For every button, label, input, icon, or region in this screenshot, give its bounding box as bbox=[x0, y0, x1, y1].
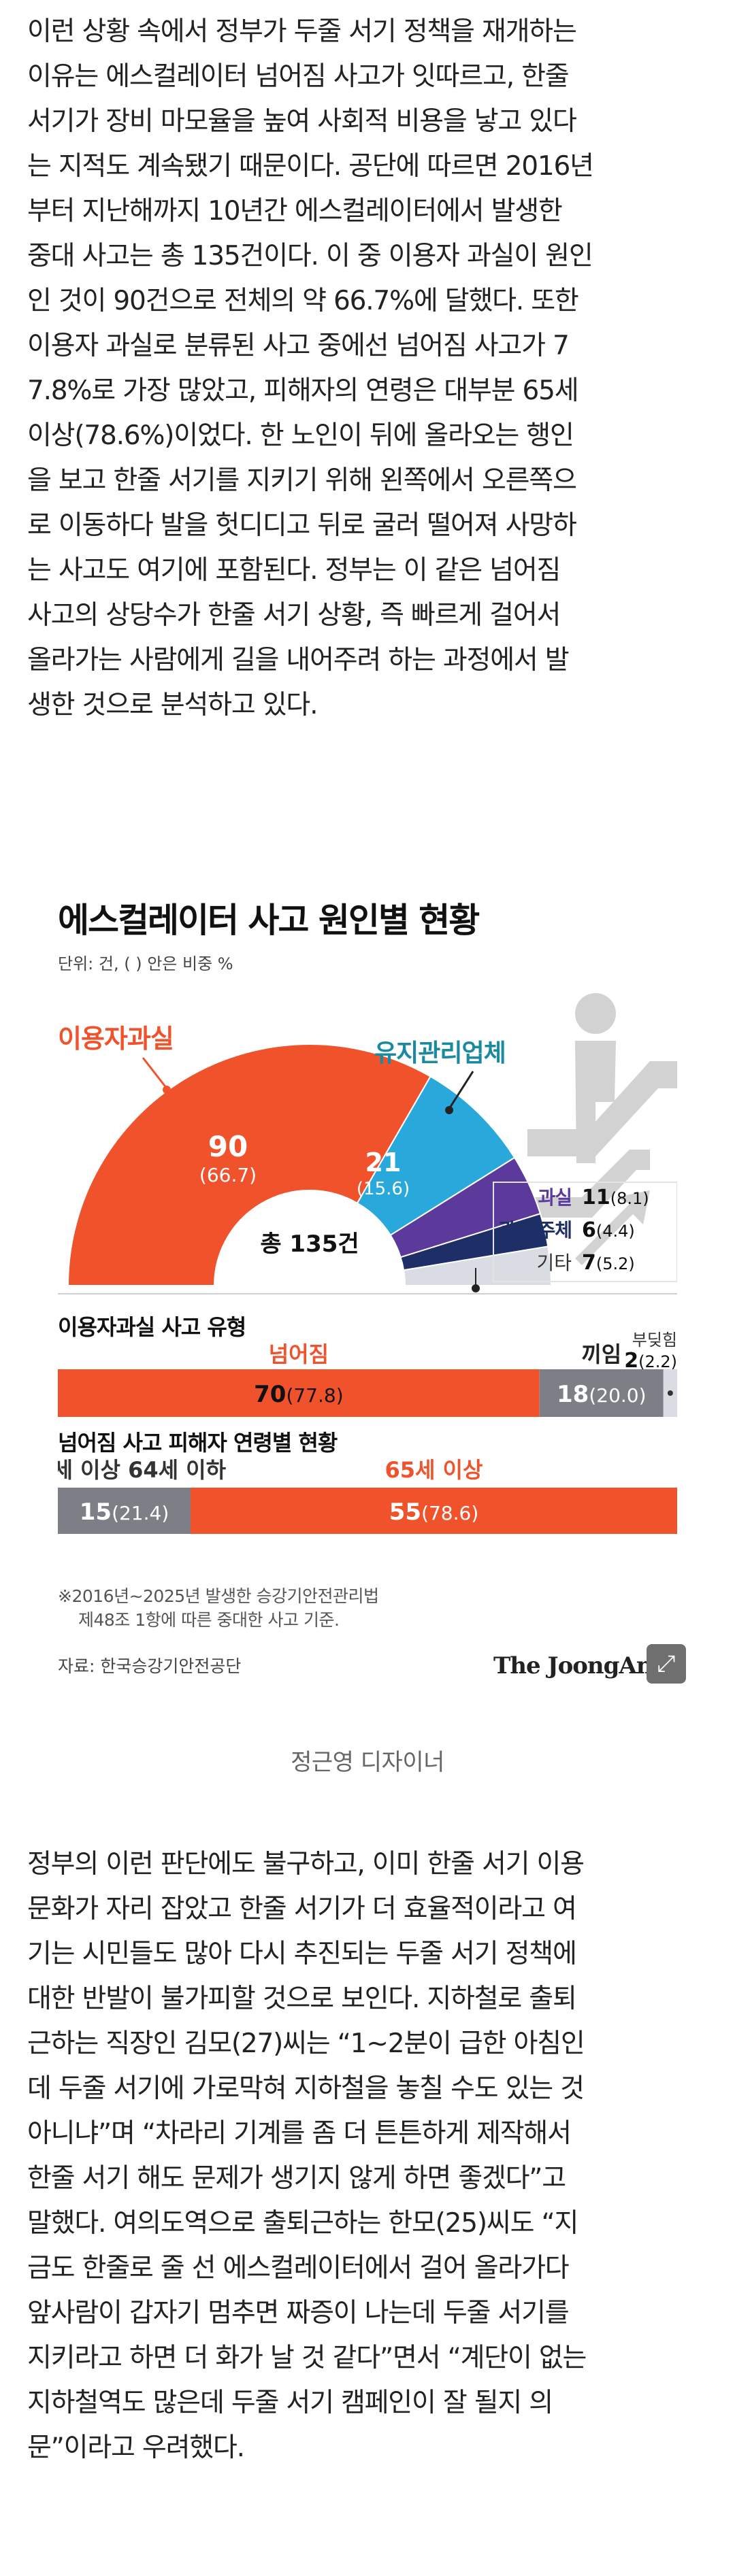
bar-dot-2 bbox=[667, 1390, 673, 1396]
legend-worker-value: 11(8.1) bbox=[582, 1186, 649, 1209]
text-line: 7.8%로 가장 많았고, 피해자의 연령은 대부분 65세 bbox=[27, 375, 579, 406]
text-line: 문화가 자리 잡았고 한줄 서기가 더 효율적이라고 여 bbox=[27, 1894, 577, 1924]
brand-logo: The JoongAng bbox=[493, 1652, 668, 1679]
text-line: 이런 상황 속에서 정부가 두줄 서기 정책을 재개하는 bbox=[27, 16, 577, 47]
image-caption: 정근영 디자이너 bbox=[291, 1749, 444, 1776]
text-line: 기는 시민들도 많아 다시 추진되는 두줄 서기 정책에 bbox=[27, 1939, 577, 1969]
infographic-title: 에스컬레이터 사고 원인별 현황 bbox=[58, 901, 479, 940]
infographic-svg: 에스컬레이터 사고 원인별 현황 단위: 건, ( ) 안은 비중 % 이용자과… bbox=[58, 901, 677, 1679]
text-line: 이유는 에스컬레이터 넘어짐 사고가 잇따르고, 한줄 bbox=[27, 61, 570, 92]
pie-leader-dot-2 bbox=[445, 1106, 453, 1114]
bar-segment-1 bbox=[539, 1369, 664, 1417]
text-line: 는 사고도 여기에 포함된다. 정부는 이 같은 넘어짐 bbox=[27, 555, 561, 586]
legend-other-name: 기타 bbox=[536, 1252, 572, 1274]
text-line: 서기가 장비 마모율을 높여 사회적 비용을 낳고 있다 bbox=[27, 106, 577, 137]
text-line: 데 두줄 서기에 가로막혀 지하철을 놓칠 수도 있는 것 bbox=[27, 2073, 585, 2104]
bar-segment-1 bbox=[191, 1488, 677, 1534]
bar-label-2: 부딪힘 bbox=[632, 1331, 677, 1350]
text-line: 로 이동하다 발을 헛디디고 뒤로 굴러 떨어져 사망하 bbox=[27, 510, 577, 541]
text-line: 을 보고 한줄 서기를 지키기 위해 왼쪽에서 오른쪽으 bbox=[27, 465, 577, 496]
bar-value-2: 2(2.2) bbox=[624, 1349, 677, 1373]
text-line: 올라가는 사람에게 길을 내어주려 하는 과정에서 발 bbox=[27, 645, 570, 675]
pie-slice-4 bbox=[402, 1245, 553, 1286]
expand-icon[interactable]: ⤢ bbox=[647, 1644, 686, 1684]
pie-label-maintenance: 유지관리업체 bbox=[374, 1039, 506, 1067]
pie-value-maintenance: 21 bbox=[365, 1148, 402, 1177]
bar-value-1: 55(78.6) bbox=[389, 1499, 479, 1526]
legend-box bbox=[493, 1182, 677, 1282]
legend-worker-name: 작업자 과실 bbox=[481, 1186, 572, 1209]
text-line: 금도 한줄로 줄 선 에스컬레이터에서 걸어 올라가다 bbox=[27, 2253, 570, 2284]
pie-leader-maintenance bbox=[448, 1071, 474, 1109]
escalator-icon bbox=[521, 993, 677, 1265]
footnote-line-2: 제48조 1항에 따른 중대한 사고 기준. bbox=[78, 1610, 339, 1630]
pie-label-user-fault: 이용자과실 bbox=[58, 1024, 174, 1054]
text-line: 생한 것으로 분석하고 있다. bbox=[27, 690, 318, 720]
text-line: 앞사람이 갑자기 멈추면 짜증이 나는데 두줄 서기를 bbox=[27, 2298, 570, 2328]
legend-other-value: 7(5.2) bbox=[582, 1251, 635, 1275]
legend-owner-name: 관리 주체 bbox=[498, 1219, 572, 1241]
pie-value-user-fault: 90 bbox=[208, 1130, 248, 1163]
footnote-line-1: ※2016년~2025년 발생한 승강기안전관리법 bbox=[58, 1586, 379, 1606]
section2-title: 넘어짐 사고 피해자 연령별 현황 bbox=[58, 1430, 338, 1456]
text-line: 대한 반발이 불가피할 것으로 보인다. 지하철로 출퇴 bbox=[27, 1984, 577, 2014]
text-line: 근하는 직장인 김모(27)씨는 “1~2분이 급한 아침인 bbox=[27, 2028, 585, 2059]
text-line: 인 것이 90건으로 전체의 약 66.7%에 달했다. 또한 bbox=[27, 286, 579, 316]
pie-leader-dot-1 bbox=[163, 1086, 171, 1094]
bar-label-0: 넘어짐 bbox=[269, 1341, 329, 1367]
text-line: 지하철역도 많은데 두줄 서기 캠페인이 잘 될지 의 bbox=[27, 2388, 553, 2418]
text-line: 문”이라고 우려했다. bbox=[27, 2432, 245, 2463]
text-line: 사고의 상당수가 한줄 서기 상황, 즉 빠르게 걸어서 bbox=[27, 600, 561, 631]
bar-label-0: 15세 이상 64세 이하 bbox=[58, 1457, 227, 1483]
legend-leader-dot bbox=[472, 1284, 480, 1292]
accident-cause-infographic: 에스컬레이터 사고 원인별 현황 단위: 건, ( ) 안은 비중 % 이용자과… bbox=[58, 877, 686, 1707]
source-credit: 자료: 한국승강기안전공단 bbox=[58, 1656, 241, 1676]
text-line: 아니냐”며 “차라리 기계를 좀 더 튼튼하게 제작해서 bbox=[27, 2118, 572, 2149]
legend-owner-value: 6(4.4) bbox=[582, 1218, 635, 1242]
bar-value-0: 70(77.8) bbox=[254, 1381, 344, 1408]
pie-slice-0 bbox=[67, 1043, 431, 1286]
pie-total: 총 135건 bbox=[260, 1231, 359, 1258]
pie-pct-maintenance: (15.6) bbox=[357, 1179, 410, 1199]
bar-label-1: 끼임 bbox=[581, 1341, 621, 1367]
text-line: 말했다. 여의도역으로 출퇴근하는 한모(25)씨도 “지 bbox=[27, 2208, 578, 2239]
pie-pct-user-fault: (66.7) bbox=[199, 1164, 257, 1186]
text-line: 부터 지난해까지 10년간 에스컬레이터에서 발생한 bbox=[27, 196, 563, 227]
pie-leader-user-fault bbox=[142, 1057, 168, 1089]
bar-segment-0 bbox=[58, 1488, 191, 1534]
bar-label-1: 65세 이상 bbox=[385, 1457, 483, 1483]
text-line: 지키라고 하면 더 화가 날 것 같다”면서 “계단이 없는 bbox=[27, 2343, 587, 2373]
text-line: 한줄 서기 해도 문제가 생기지 않게 하면 좋겠다”고 bbox=[27, 2163, 566, 2194]
bar-segment-0 bbox=[58, 1369, 540, 1417]
section1-title: 이용자과실 사고 유형 bbox=[58, 1314, 246, 1340]
text-line: 는 지적도 계속됐기 때문이다. 공단에 따르면 2016년 bbox=[27, 151, 594, 182]
text-line: 이용자 과실로 분류된 사고 중에선 넘어짐 사고가 7 bbox=[27, 331, 570, 361]
text-line: 중대 사고는 총 135건이다. 이 중 이용자 과실이 원인 bbox=[27, 241, 593, 271]
pie-slice-1 bbox=[356, 1075, 516, 1237]
bar-value-0: 15(21.4) bbox=[80, 1499, 169, 1526]
text-line: 정부의 이런 판단에도 불구하고, 이미 한줄 서기 이용 bbox=[27, 1849, 585, 1879]
unit-note: 단위: 건, ( ) 안은 비중 % bbox=[58, 954, 233, 973]
bar-value-1: 18(20.0) bbox=[557, 1381, 647, 1408]
text-line: 이상(78.6%)이었다. 한 노인이 뒤에 올라오는 행인 bbox=[27, 420, 574, 451]
